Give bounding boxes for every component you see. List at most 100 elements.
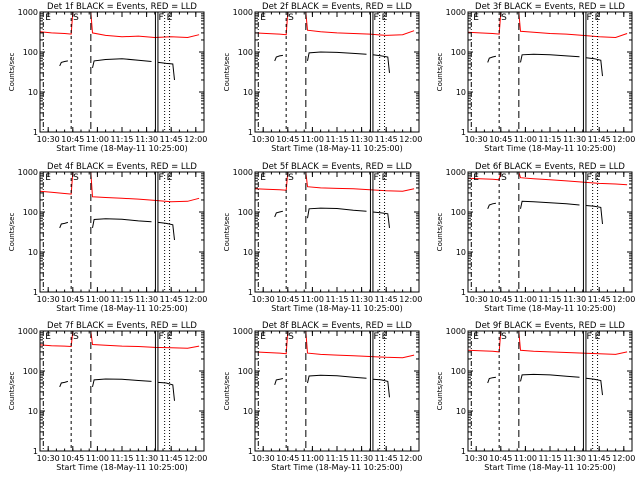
event-marker-label: F xyxy=(586,332,591,342)
x-tick-label: 12:00 xyxy=(184,135,207,144)
x-tick-label: 11:30 xyxy=(135,295,158,304)
y-axis-label: Counts/sec xyxy=(436,213,444,252)
x-axis-label: Start Time (18-May-11 10:25:00) xyxy=(56,463,187,472)
event-marker-label: S xyxy=(501,332,507,342)
event-marker-label: F xyxy=(158,13,163,23)
event-marker-label: S xyxy=(288,173,294,183)
x-tick-label: 12:00 xyxy=(184,295,207,304)
x-tick-label: 11:45 xyxy=(375,454,398,463)
events-rate-line xyxy=(59,221,69,229)
events-rate-line xyxy=(92,378,152,388)
detector-panel: ESFE110100100010:3010:4511:0011:1511:301… xyxy=(223,162,422,313)
y-tick-label: 10 xyxy=(456,407,466,416)
events-rate-line xyxy=(158,381,175,401)
x-axis-label: Start Time (18-May-11 10:25:00) xyxy=(271,463,402,472)
y-tick-label: 1 xyxy=(248,128,253,137)
detector-panel: ESFE110100100010:3010:4511:0011:1511:301… xyxy=(223,321,422,472)
plot-frame xyxy=(467,171,633,293)
event-marker-label: F xyxy=(373,332,378,342)
x-tick-label: 11:30 xyxy=(350,295,373,304)
x-tick-label: 11:00 xyxy=(301,454,324,463)
detector-panel: ESFE110100100010:3010:4511:0011:1511:301… xyxy=(436,2,635,153)
events-rate-line xyxy=(307,374,367,384)
event-marker-label: E xyxy=(45,332,51,342)
events-rate-line xyxy=(487,376,496,384)
y-tick-label: 1 xyxy=(248,288,253,297)
y-tick-label: 10 xyxy=(28,407,38,416)
y-tick-label: 10 xyxy=(243,88,253,97)
x-tick-label: 10:45 xyxy=(489,454,512,463)
events-rate-line xyxy=(274,54,283,62)
x-tick-label: 12:00 xyxy=(184,454,207,463)
x-tick-label: 11:00 xyxy=(514,454,537,463)
x-tick-label: 11:30 xyxy=(563,135,586,144)
x-tick-label: 10:45 xyxy=(489,135,512,144)
x-tick-label: 11:45 xyxy=(588,295,611,304)
y-axis-label: Counts/sec xyxy=(8,53,16,92)
x-tick-label: 10:45 xyxy=(276,135,299,144)
event-marker-label: S xyxy=(288,13,294,23)
event-marker-label: S xyxy=(501,173,507,183)
panel-title: Det 6f BLACK = Events, RED = LLD xyxy=(475,162,625,172)
x-tick-label: 11:30 xyxy=(563,295,586,304)
y-tick-label: 100 xyxy=(451,48,466,57)
lld-rate-line xyxy=(518,330,628,355)
y-axis-label: Counts/sec xyxy=(436,53,444,92)
event-marker-label: S xyxy=(73,332,79,342)
y-tick-label: 10 xyxy=(243,407,253,416)
y-tick-label: 100 xyxy=(451,367,466,376)
x-tick-label: 11:15 xyxy=(325,454,348,463)
y-tick-label: 1000 xyxy=(233,8,253,17)
x-tick-label: 12:00 xyxy=(399,135,422,144)
detector-panel: ESFE110100100010:3010:4511:0011:1511:301… xyxy=(436,162,635,313)
y-tick-label: 1 xyxy=(248,447,253,456)
y-tick-label: 10 xyxy=(456,88,466,97)
event-marker-label: E xyxy=(473,13,479,23)
event-marker-label: S xyxy=(73,173,79,183)
x-tick-label: 10:30 xyxy=(37,295,60,304)
y-tick-label: 10 xyxy=(28,88,38,97)
y-tick-label: 1000 xyxy=(18,327,38,336)
x-tick-label: 11:45 xyxy=(160,135,183,144)
y-axis-label: Counts/sec xyxy=(223,213,231,252)
x-tick-label: 12:00 xyxy=(612,295,635,304)
event-marker-label: F xyxy=(373,173,378,183)
y-axis-label: Counts/sec xyxy=(223,372,231,411)
x-tick-label: 12:00 xyxy=(399,295,422,304)
event-marker-label: F xyxy=(158,332,163,342)
x-tick-label: 10:45 xyxy=(61,135,84,144)
event-marker-label: F xyxy=(158,173,163,183)
panel-title: Det 8f BLACK = Events, RED = LLD xyxy=(262,321,412,331)
events-rate-line xyxy=(158,221,175,241)
x-tick-label: 10:45 xyxy=(61,295,84,304)
event-marker-label: E xyxy=(45,173,51,183)
y-tick-label: 1 xyxy=(33,447,38,456)
panel-title: Det 9f BLACK = Events, RED = LLD xyxy=(475,321,625,331)
x-tick-label: 11:00 xyxy=(86,454,109,463)
panel-title: Det 4f BLACK = Events, RED = LLD xyxy=(47,162,197,172)
events-rate-line xyxy=(274,378,284,386)
x-tick-label: 11:30 xyxy=(135,135,158,144)
lld-rate-line xyxy=(90,330,200,349)
x-tick-label: 10:30 xyxy=(37,454,60,463)
event-marker-label: F xyxy=(586,13,591,23)
plot-frame xyxy=(39,171,205,293)
event-marker-label: F xyxy=(373,13,378,23)
x-axis-label: Start Time (18-May-11 10:25:00) xyxy=(484,304,615,313)
x-tick-label: 10:30 xyxy=(252,295,275,304)
event-marker-label: F xyxy=(586,173,591,183)
y-tick-label: 100 xyxy=(23,367,38,376)
x-axis-label: Start Time (18-May-11 10:25:00) xyxy=(56,304,187,313)
x-axis-label: Start Time (18-May-11 10:25:00) xyxy=(484,463,615,472)
events-rate-line xyxy=(520,373,580,382)
lld-rate-line xyxy=(518,11,628,39)
events-rate-line xyxy=(59,60,68,67)
y-tick-label: 100 xyxy=(23,208,38,217)
y-tick-label: 1000 xyxy=(446,327,466,336)
x-tick-label: 10:30 xyxy=(252,454,275,463)
x-tick-label: 10:30 xyxy=(252,135,275,144)
panel-title: Det 1f BLACK = Events, RED = LLD xyxy=(47,2,197,12)
detector-panel: ESFE110100100010:3010:4511:0011:1511:301… xyxy=(436,321,635,472)
events-rate-line xyxy=(487,202,496,209)
x-tick-label: 11:15 xyxy=(538,295,561,304)
